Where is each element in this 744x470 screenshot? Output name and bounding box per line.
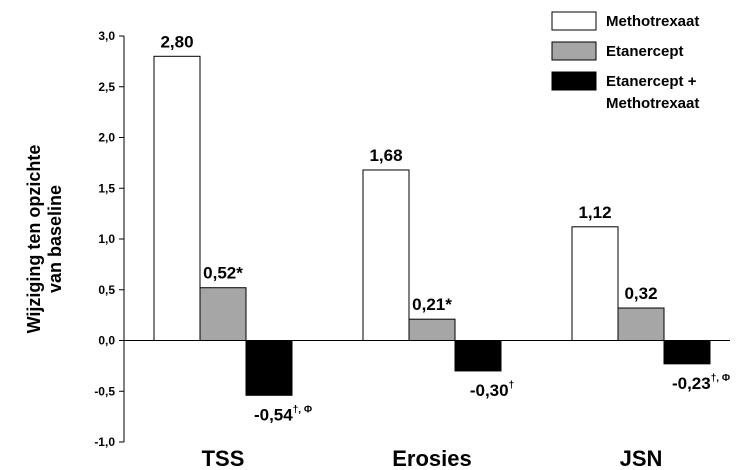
data-label-value: 1,68 — [369, 146, 402, 165]
legend-label-line: Etanercept + — [606, 73, 697, 90]
legend-label: Methotrexaat — [606, 13, 699, 30]
y-tick-label: 1,5 — [98, 181, 115, 195]
y-tick-label: 2,0 — [98, 131, 115, 145]
data-label-value: -0,30 — [470, 381, 509, 400]
legend-label-line: Etanercept — [606, 43, 684, 60]
data-label-value: -0,54 — [254, 405, 293, 424]
data-label-footnote: †, Φ — [293, 404, 312, 415]
bar — [571, 226, 619, 342]
bar — [663, 340, 711, 365]
data-label: 1,68 — [369, 146, 402, 165]
y-axis-title-line: Wijziging ten opzichte — [24, 145, 44, 334]
data-label: -0,30† — [470, 380, 514, 400]
y-tick-label: 3,0 — [98, 29, 115, 43]
data-label-value: 1,12 — [578, 203, 611, 222]
category-label: Erosies — [392, 446, 472, 470]
y-axis-title: Wijziging ten opzichtevan baseline — [24, 145, 65, 334]
data-label-footnote: †, Φ — [711, 373, 730, 384]
y-axis-label: Wijziging ten opzichtevan baseline — [24, 145, 65, 334]
bar — [362, 169, 410, 341]
data-label: -0,23†, Φ — [672, 373, 730, 393]
data-label: -0,54†, Φ — [254, 404, 312, 424]
bar — [199, 287, 247, 341]
legend: Methotrexaat Etanercept Etanercept + Methot… — [551, 11, 699, 112]
data-label-footnote: † — [509, 380, 515, 391]
data-label-value: 0,52* — [203, 264, 243, 283]
data-label: 1,12 — [578, 203, 611, 222]
legend-swatch — [551, 71, 597, 91]
y-axis-title-line: van baseline — [45, 185, 65, 293]
y-tick-label: 0,5 — [98, 283, 115, 297]
data-labels: 2,800,52*-0,54†, Φ1,680,21*-0,30†1,120,3… — [160, 32, 730, 424]
data-label-value: 0,21* — [412, 295, 452, 314]
data-label: 2,80 — [160, 32, 193, 51]
y-tick-label: 2,5 — [98, 80, 115, 94]
bar — [617, 307, 665, 341]
data-label-value: 2,80 — [160, 32, 193, 51]
data-label-value: 0,32 — [624, 284, 657, 303]
bar — [245, 340, 293, 396]
y-tick-label: -1,0 — [94, 435, 115, 449]
data-label: 0,52* — [203, 264, 243, 283]
legend-label: Etanercept — [606, 43, 684, 60]
bar — [153, 55, 201, 342]
legend-label-line: Methotrexaat — [606, 95, 699, 112]
legend-label-line: Methotrexaat — [606, 13, 699, 30]
category-label: JSN — [620, 446, 663, 470]
data-label: 0,32 — [624, 284, 657, 303]
y-tick-label: 1,0 — [98, 232, 115, 246]
category-label: TSS — [202, 446, 245, 470]
y-tick-label: 0,0 — [98, 334, 115, 348]
legend-swatch — [551, 11, 597, 31]
bars — [153, 55, 711, 396]
bar — [454, 340, 502, 372]
legend-label: Etanercept + Methotrexaat — [606, 73, 699, 112]
category-labels: TSS Erosies JSN — [202, 446, 663, 470]
bar — [408, 318, 456, 341]
data-label: 0,21* — [412, 295, 452, 314]
y-tick-label: -0,5 — [94, 384, 115, 398]
data-label-value: -0,23 — [672, 374, 711, 393]
legend-swatch — [551, 41, 597, 61]
